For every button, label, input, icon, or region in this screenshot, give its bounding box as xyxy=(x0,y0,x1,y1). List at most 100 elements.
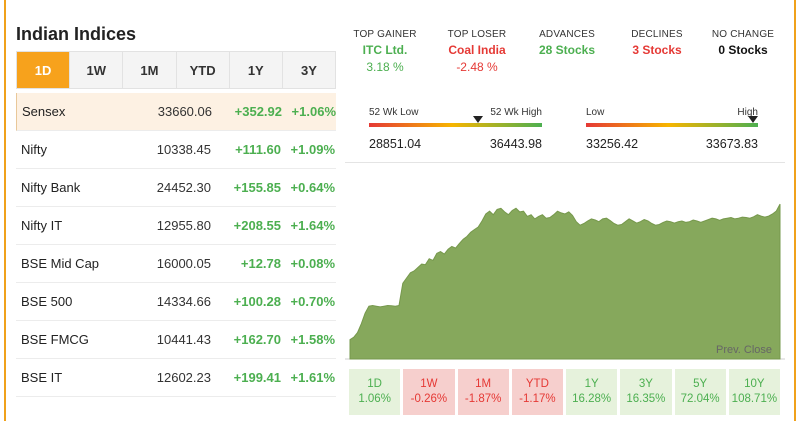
advances-value: 28 Stocks xyxy=(538,43,596,57)
performance-3y[interactable]: 3Y 16.35% xyxy=(620,369,672,415)
day-high-value: 33673.83 xyxy=(705,137,758,151)
top-loser[interactable]: TOP LOSER Coal India -2.48 % xyxy=(437,29,517,74)
performance-5y[interactable]: 5Y 72.04% xyxy=(674,369,726,415)
index-change: +352.92 xyxy=(234,104,282,119)
right-border xyxy=(794,0,796,421)
52wk-high-value: 36443.98 xyxy=(489,137,542,151)
performance-period: YTD xyxy=(525,378,549,390)
index-value: 10338.45 xyxy=(156,142,211,157)
declines: DECLINES 3 Stocks xyxy=(617,29,697,57)
day-high-label: High xyxy=(737,107,758,118)
index-change: +100.28 xyxy=(233,294,281,309)
index-name: BSE IT xyxy=(21,370,63,385)
top-loser-percent: -2.48 % xyxy=(456,60,498,74)
index-percent: +1.06% xyxy=(291,104,336,119)
52wk-low-value: 28851.04 xyxy=(369,137,422,151)
index-percent: +1.58% xyxy=(290,332,335,347)
index-change: +208.55 xyxy=(233,218,281,233)
no-change-value: 0 Stocks xyxy=(718,43,768,57)
advances: ADVANCES 28 Stocks xyxy=(527,29,607,57)
performance-value: 16.28% xyxy=(572,393,612,405)
index-row[interactable]: Nifty 10338.45 +111.60 +1.09% xyxy=(16,131,336,169)
performance-ytd[interactable]: YTD -1.17% xyxy=(511,369,563,415)
declines-label: DECLINES xyxy=(631,29,683,40)
index-value: 12602.23 xyxy=(156,370,211,385)
top-loser-name: Coal India xyxy=(448,43,506,57)
performance-1m[interactable]: 1M -1.87% xyxy=(457,369,509,415)
performance-1y[interactable]: 1Y 16.28% xyxy=(566,369,618,415)
index-percent: +1.61% xyxy=(290,370,335,385)
index-value: 24452.30 xyxy=(156,180,211,195)
index-percent: +1.09% xyxy=(290,142,335,157)
index-percent: +1.64% xyxy=(290,218,335,233)
performance-value: 1.06% xyxy=(358,393,391,405)
index-row[interactable]: Nifty Bank 24452.30 +155.85 +0.64% xyxy=(16,169,336,207)
tab-1y[interactable]: 1Y xyxy=(229,52,283,88)
index-name: Sensex xyxy=(22,104,66,119)
intraday-chart xyxy=(345,203,785,360)
tab-1d[interactable]: 1D xyxy=(17,52,71,88)
index-name: BSE Mid Cap xyxy=(21,256,100,271)
index-change: +12.78 xyxy=(240,256,281,271)
index-row[interactable]: Nifty IT 12955.80 +208.55 +1.64% xyxy=(16,207,336,245)
tab-1m[interactable]: 1M xyxy=(123,52,177,88)
52wk-range-bar xyxy=(369,116,542,127)
advances-label: ADVANCES xyxy=(539,29,595,40)
index-name: BSE FMCG xyxy=(21,332,89,347)
52-week-range: 52 Wk Low 52 Wk High 28851.04 36443.98 xyxy=(369,107,542,151)
prev-close-label: Prev. Close xyxy=(716,344,773,356)
widget-title: Indian Indices xyxy=(16,24,137,44)
performance-value: -1.87% xyxy=(464,393,502,405)
index-row[interactable]: BSE FMCG 10441.43 +162.70 +1.58% xyxy=(16,321,336,359)
performance-value: -1.17% xyxy=(519,393,556,405)
performance-10y[interactable]: 10Y 108.71% xyxy=(728,369,780,415)
index-value: 16000.05 xyxy=(156,256,211,271)
index-name: Nifty xyxy=(21,142,47,157)
performance-value: 108.71% xyxy=(731,393,778,405)
index-percent: +0.70% xyxy=(290,294,335,309)
no-change-label: NO CHANGE xyxy=(711,29,775,40)
market-stats: TOP GAINER ITC Ltd. 3.18 % TOP LOSER Coa… xyxy=(345,29,785,79)
performance-period: 5Y xyxy=(693,378,708,390)
index-row[interactable]: Sensex 33660.06 +352.92 +1.06% xyxy=(16,93,336,131)
index-row[interactable]: BSE Mid Cap 16000.05 +12.78 +0.08% xyxy=(16,245,336,283)
index-name: Nifty IT xyxy=(21,218,63,233)
top-gainer-name: ITC Ltd. xyxy=(362,43,408,57)
52wk-high-label: 52 Wk High xyxy=(490,107,542,118)
index-change: +111.60 xyxy=(235,142,281,157)
performance-1w[interactable]: 1W -0.26% xyxy=(403,369,455,415)
index-value: 10441.43 xyxy=(156,332,211,347)
index-row[interactable]: BSE 500 14334.66 +100.28 +0.70% xyxy=(16,283,336,321)
tab-1w[interactable]: 1W xyxy=(70,52,124,88)
performance-period: 1M xyxy=(475,378,492,390)
performance-period: 10Y xyxy=(744,378,765,390)
left-border xyxy=(4,0,6,421)
declines-value: 3 Stocks xyxy=(632,43,682,57)
performance-1d[interactable]: 1D 1.06% xyxy=(349,369,401,415)
index-row[interactable]: BSE IT 12602.23 +199.41 +1.61% xyxy=(16,359,336,397)
performance-period: 3Y xyxy=(638,378,653,390)
tab-ytd[interactable]: YTD xyxy=(176,52,230,88)
index-change: +162.70 xyxy=(233,332,281,347)
index-name: BSE 500 xyxy=(21,294,73,309)
tab-3y[interactable]: 3Y xyxy=(282,52,336,88)
intraday-area-series xyxy=(349,203,781,360)
performance-period: 1W xyxy=(420,378,438,390)
day-marker-icon xyxy=(747,116,758,123)
indices-list: Sensex 33660.06 +352.92 +1.06% Nifty 103… xyxy=(16,93,336,397)
index-change: +199.41 xyxy=(233,370,281,385)
section-divider xyxy=(345,162,785,163)
performance-period: 1D xyxy=(367,378,382,390)
performance-value: 72.04% xyxy=(680,393,720,405)
top-loser-label: TOP LOSER xyxy=(447,29,507,40)
no-change: NO CHANGE 0 Stocks xyxy=(701,29,785,57)
index-value: 14334.66 xyxy=(156,294,211,309)
index-percent: +0.64% xyxy=(290,180,335,195)
index-value: 33660.06 xyxy=(157,104,212,119)
52wk-low-label: 52 Wk Low xyxy=(369,107,419,118)
top-gainer[interactable]: TOP GAINER ITC Ltd. 3.18 % xyxy=(345,29,425,74)
day-range: Low High 33256.42 33673.83 xyxy=(586,107,758,151)
day-low-label: Low xyxy=(586,107,605,118)
index-value: 12955.80 xyxy=(156,218,211,233)
top-gainer-percent: 3.18 % xyxy=(366,60,404,74)
